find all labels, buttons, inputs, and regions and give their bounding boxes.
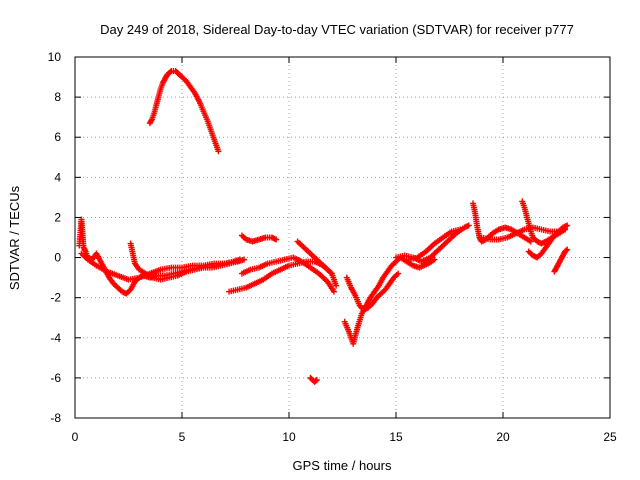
y-axis-title: SDTVAR / TECUs xyxy=(7,185,22,290)
chart-title: Day 249 of 2018, Sidereal Day-to-day VTE… xyxy=(100,22,574,37)
y-tick-label: -4 xyxy=(50,331,61,345)
tick-labels: 0 5 10 15 20 25 -8 -6 -4 -2 0 2 4 6 8 10 xyxy=(48,50,617,444)
y-tick-label: 0 xyxy=(54,251,61,265)
axis-ticks xyxy=(74,56,611,419)
data-point xyxy=(564,246,571,253)
y-tick-label: 10 xyxy=(48,50,62,64)
x-tick-label: 0 xyxy=(72,430,79,444)
y-tick-label: 4 xyxy=(54,170,61,184)
y-tick-label: -8 xyxy=(50,411,61,425)
plot-frame xyxy=(74,56,611,419)
data-point xyxy=(431,256,438,263)
data-points xyxy=(76,68,571,385)
data-point xyxy=(330,288,337,295)
y-tick-label: -6 xyxy=(50,371,61,385)
data-point xyxy=(333,282,340,289)
data-point xyxy=(215,148,222,155)
x-tick-label: 15 xyxy=(389,430,403,444)
x-tick-label: 20 xyxy=(496,430,510,444)
y-tick-label: 8 xyxy=(54,90,61,104)
data-point-dense xyxy=(167,69,174,76)
data-point xyxy=(527,238,534,245)
y-tick-label: -2 xyxy=(50,291,61,305)
data-point-dense xyxy=(563,247,570,254)
data-point xyxy=(328,270,335,277)
data-point-dense xyxy=(312,377,319,384)
x-tick-label: 25 xyxy=(603,430,617,444)
data-point xyxy=(564,222,571,229)
y-tick-label: 6 xyxy=(54,130,61,144)
x-tick-label: 5 xyxy=(179,430,186,444)
x-axis-title: GPS time / hours xyxy=(293,458,392,473)
data-point xyxy=(457,226,464,233)
data-point xyxy=(313,376,320,383)
data-point xyxy=(465,222,472,229)
y-tick-label: 2 xyxy=(54,210,61,224)
data-point xyxy=(395,270,402,277)
data-point xyxy=(273,236,280,243)
x-tick-label: 10 xyxy=(282,430,296,444)
data-point xyxy=(241,256,248,263)
